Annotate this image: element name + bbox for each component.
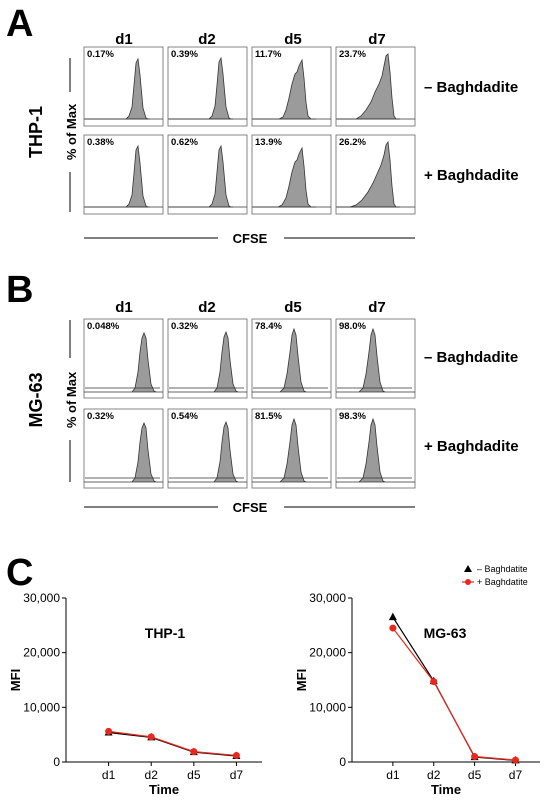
percent-label: 11.7% (255, 49, 282, 60)
y-tick-label: 0 (53, 755, 60, 769)
x-tick-label: d2 (145, 768, 159, 782)
percent-label: 81.5% (255, 411, 282, 422)
data-point (147, 733, 155, 741)
percent-label: 98.3% (339, 411, 366, 422)
data-point (389, 624, 397, 632)
percent-label: 0.39% (171, 49, 198, 60)
histogram-b-r2-c3: 81.5% (251, 408, 332, 489)
histogram-a-r2-c2: 0.62% (167, 134, 248, 215)
row-label-a-plus: + Baghdadite (424, 167, 519, 184)
percent-label: 26.2% (339, 137, 366, 148)
col-label-a-4: d7 (368, 31, 386, 48)
y-axis-title: MFI (8, 669, 23, 691)
histogram-a-r1-c2: 0.39% (167, 46, 248, 127)
chart-title: MG-63 (424, 625, 467, 641)
y-axis-title: MFI (294, 669, 309, 691)
percent-label: 0.17% (87, 49, 114, 60)
chart-title: THP-1 (145, 625, 186, 641)
y-tick-label: 30,000 (23, 591, 60, 605)
x-tick-label: d1 (386, 768, 400, 782)
ylabel-b: % of Max (64, 371, 79, 428)
y-tick-label: 20,000 (309, 646, 346, 660)
ylabel-a: % of Max (64, 103, 79, 160)
y-tick-label: 20,000 (23, 646, 60, 660)
data-point (471, 753, 479, 761)
y-tick-label: 0 (339, 755, 346, 769)
cell-line-label-a: THP-1 (26, 106, 46, 158)
histogram-a-r1-c3: 11.7% (251, 46, 332, 127)
row-label-b-plus: + Baghdadite (424, 438, 519, 455)
histogram-b-r1-c4: 98.0% (335, 318, 416, 399)
y-tick-label: 30,000 (309, 591, 346, 605)
data-point (105, 727, 113, 735)
histogram-b-r1-c1: 0.048% (83, 318, 164, 399)
percent-label: 0.32% (171, 321, 198, 332)
xlabel-b: CFSE (233, 500, 268, 515)
percent-label: 0.54% (171, 411, 198, 422)
data-point (511, 756, 519, 764)
percent-label: 98.0% (339, 321, 366, 332)
x-tick-label: d5 (187, 768, 201, 782)
panel-letter-a: A (6, 3, 33, 45)
data-point (190, 748, 198, 756)
percent-label: 0.38% (87, 137, 114, 148)
series-line (108, 730, 237, 757)
x-tick-label: d5 (468, 768, 482, 782)
histogram-a-r2-c4: 26.2% (335, 134, 416, 215)
col-label-b-1: d1 (115, 299, 133, 316)
legend-marker (464, 565, 472, 572)
line-chart-thp1: 0 10,000 20,000 30,000 d1 d2 d5 d7 Time MFI THP-1 (8, 591, 262, 797)
legend-label: – Baghdatite (477, 564, 528, 574)
cell-line-label-b: MG-63 (26, 372, 46, 427)
legend-label: + Baghdatite (477, 577, 528, 587)
legend-marker (465, 579, 471, 585)
col-label-a-2: d2 (198, 31, 216, 48)
y-tick-label: 10,000 (309, 700, 346, 714)
data-point (388, 612, 397, 621)
panel-letter-b: B (6, 269, 33, 311)
histogram-b-r2-c1: 0.32% (83, 408, 164, 489)
row-label-a-minus: – Baghdadite (424, 79, 518, 96)
data-point (232, 751, 240, 759)
x-tick-label: d1 (102, 768, 116, 782)
x-axis-title: Time (149, 782, 179, 797)
histogram-a-r2-c1: 0.38% (83, 134, 164, 215)
percent-label: 0.62% (171, 137, 198, 148)
col-label-b-3: d5 (284, 299, 302, 316)
histogram-a-r1-c1: 0.17% (83, 46, 164, 127)
histogram-a-r1-c4: 23.7% (335, 46, 416, 127)
x-axis-title: Time (431, 782, 461, 797)
xlabel-a: CFSE (233, 231, 268, 246)
col-label-b-2: d2 (198, 299, 216, 316)
histogram-b-r2-c4: 98.3% (335, 408, 416, 489)
histogram-a-r2-c3: 13.9% (251, 134, 332, 215)
series-line (392, 627, 516, 761)
line-chart-mg63: 0 10,000 20,000 30,000 d1 d2 d5 d7 Time MFI MG-63 (294, 591, 540, 797)
histogram-b-r2-c2: 0.54% (167, 408, 248, 489)
x-tick-label: d7 (509, 768, 523, 782)
percent-label: 0.048% (87, 321, 120, 332)
percent-label: 0.32% (87, 411, 114, 422)
panel-letter-c: C (6, 552, 33, 594)
histogram-b-r1-c3: 78.4% (251, 318, 332, 399)
data-point (430, 678, 438, 686)
y-tick-label: 10,000 (23, 700, 60, 714)
col-label-a-1: d1 (115, 31, 133, 48)
chart-legend: – Baghdatite + Baghdatite (462, 564, 528, 587)
percent-label: 78.4% (255, 321, 282, 332)
percent-label: 13.9% (255, 137, 282, 148)
x-tick-label: d7 (230, 768, 244, 782)
col-label-a-3: d5 (284, 31, 302, 48)
x-tick-label: d2 (427, 768, 441, 782)
percent-label: 23.7% (339, 49, 366, 60)
row-label-b-minus: – Baghdadite (424, 349, 518, 366)
histogram-b-r1-c2: 0.32% (167, 318, 248, 399)
col-label-b-4: d7 (368, 299, 386, 316)
